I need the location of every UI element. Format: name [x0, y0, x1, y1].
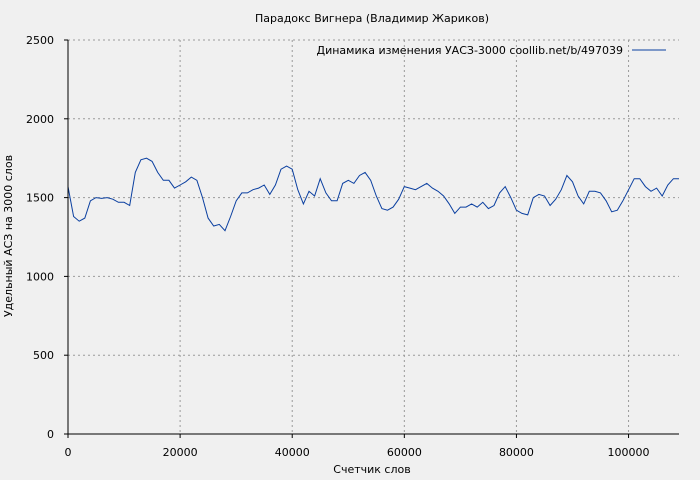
- x-tick-label: 60000: [387, 446, 422, 459]
- series-line: [67, 157, 679, 232]
- plot-area: [68, 40, 679, 434]
- x-axis-ticks: 0 20000 40000 60000 80000 100000: [65, 434, 650, 459]
- legend: Динамика изменения УАСЗ-3000 coollib.net…: [317, 44, 666, 57]
- x-axis-label: Счетчик слов: [333, 463, 410, 476]
- x-tick-label: 20000: [163, 446, 198, 459]
- y-tick-label: 500: [33, 349, 54, 362]
- y-tick-label: 0: [47, 428, 54, 441]
- y-tick-label: 1500: [26, 192, 54, 205]
- y-tick-label: 1000: [26, 270, 54, 283]
- x-tick-label: 80000: [499, 446, 534, 459]
- chart-title: Парадокс Вигнера (Владимир Жариков): [255, 12, 489, 25]
- x-tick-label: 40000: [275, 446, 310, 459]
- y-axis-label: Удельный АСЗ на 3000 слов: [2, 155, 15, 317]
- gridlines: [68, 39, 679, 434]
- y-tick-label: 2000: [26, 113, 54, 126]
- y-tick-label: 2500: [26, 34, 54, 47]
- x-tick-label: 0: [65, 446, 72, 459]
- x-tick-label: 100000: [608, 446, 650, 459]
- legend-label: Динамика изменения УАСЗ-3000 coollib.net…: [317, 44, 624, 57]
- y-axis-ticks: 0 500 1000 1500 2000 2500: [26, 34, 68, 441]
